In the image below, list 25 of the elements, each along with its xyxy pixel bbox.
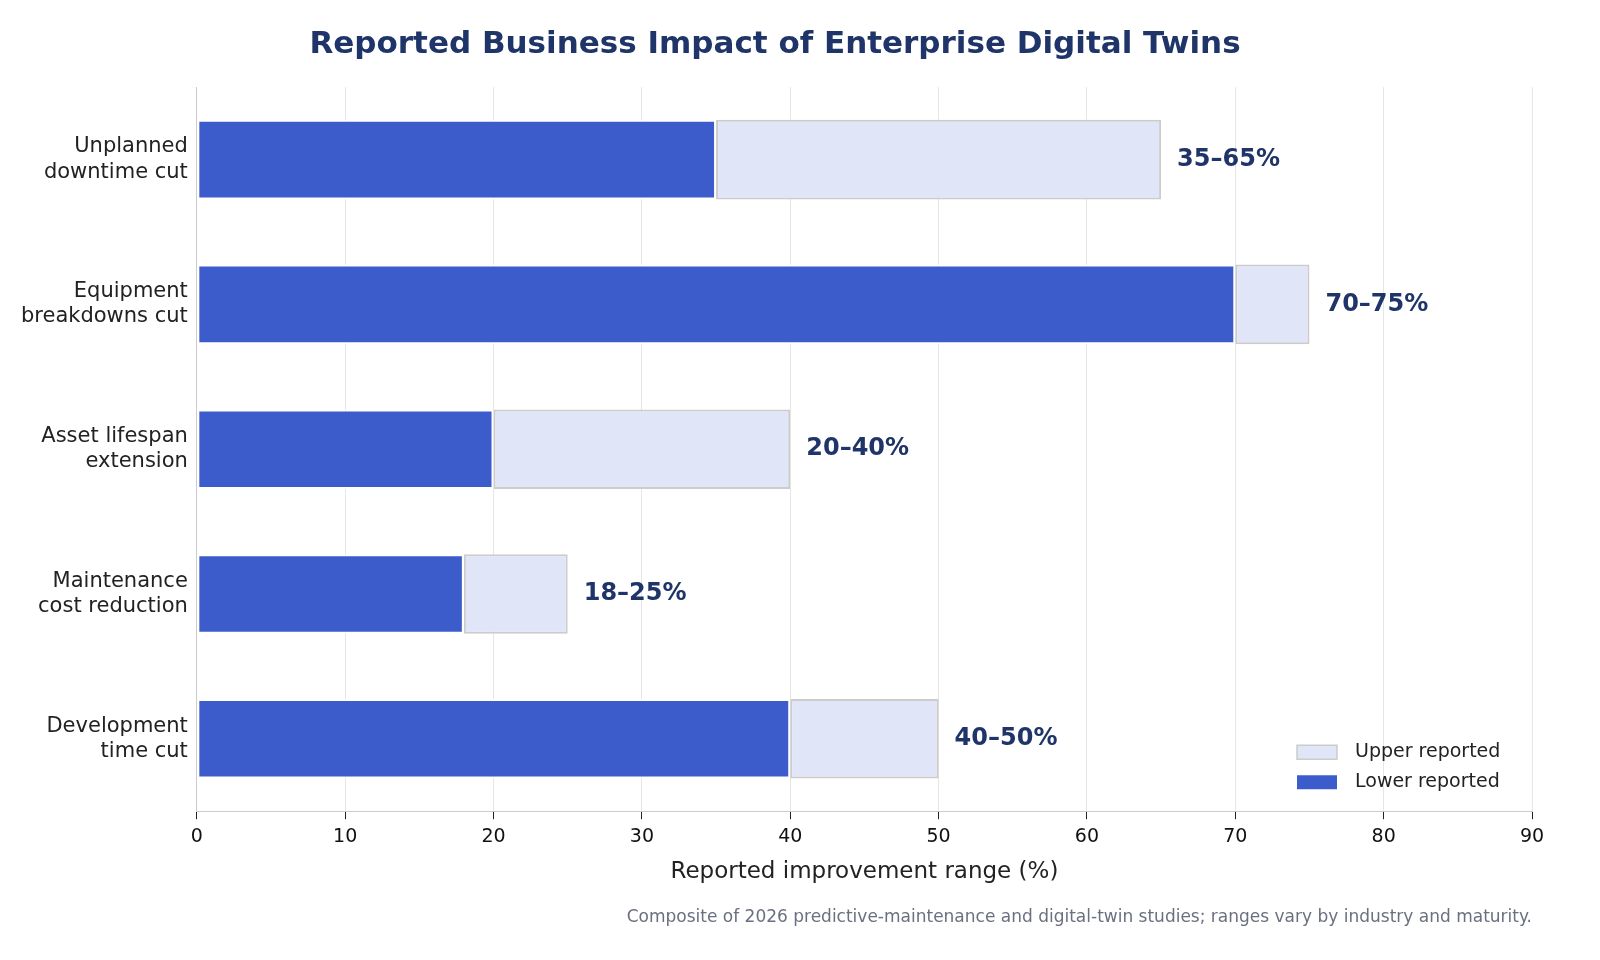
y-tick-label: Asset lifespan extension	[41, 423, 188, 473]
text: 40–50%	[954, 723, 1058, 752]
x-tick-label: 80	[1371, 823, 1396, 846]
x-tick-label: 30	[629, 823, 654, 846]
text: Composite of 2026 predictive-maintenance and digital-twin studies; ranges vary by industry and maturity.	[626, 906, 1532, 927]
y-tick-label: Development time cut	[46, 712, 188, 762]
x-tick-label: 90	[1519, 823, 1545, 846]
y-tick-label: Maintenance cost reduction	[38, 567, 188, 618]
y-tick-label: Unplanned downtime cut	[43, 133, 188, 183]
text: 70–75%	[1325, 288, 1429, 317]
x-tick-label: 20	[481, 823, 506, 846]
x-axis-title: Reported improvement range (%)	[670, 856, 1059, 883]
x-tick-label: 50	[926, 823, 951, 846]
x-tick-label: 0	[190, 823, 203, 846]
text: 35–65%	[1177, 143, 1280, 172]
x-tick-label: 10	[333, 823, 358, 846]
text: 20–40%	[806, 433, 910, 462]
x-tick-label: 70	[1223, 823, 1248, 846]
text: 18–25%	[583, 578, 687, 607]
x-tick-label: 60	[1074, 823, 1100, 846]
chart-title: Reported Business Impact of Enterprise Digital Twins	[309, 23, 1241, 60]
x-tick-label: 40	[778, 823, 803, 846]
legend-label: Lower reported	[1355, 769, 1500, 792]
legend-label: Upper reported	[1355, 739, 1501, 762]
y-tick-label: Equipment breakdowns cut	[20, 278, 188, 328]
